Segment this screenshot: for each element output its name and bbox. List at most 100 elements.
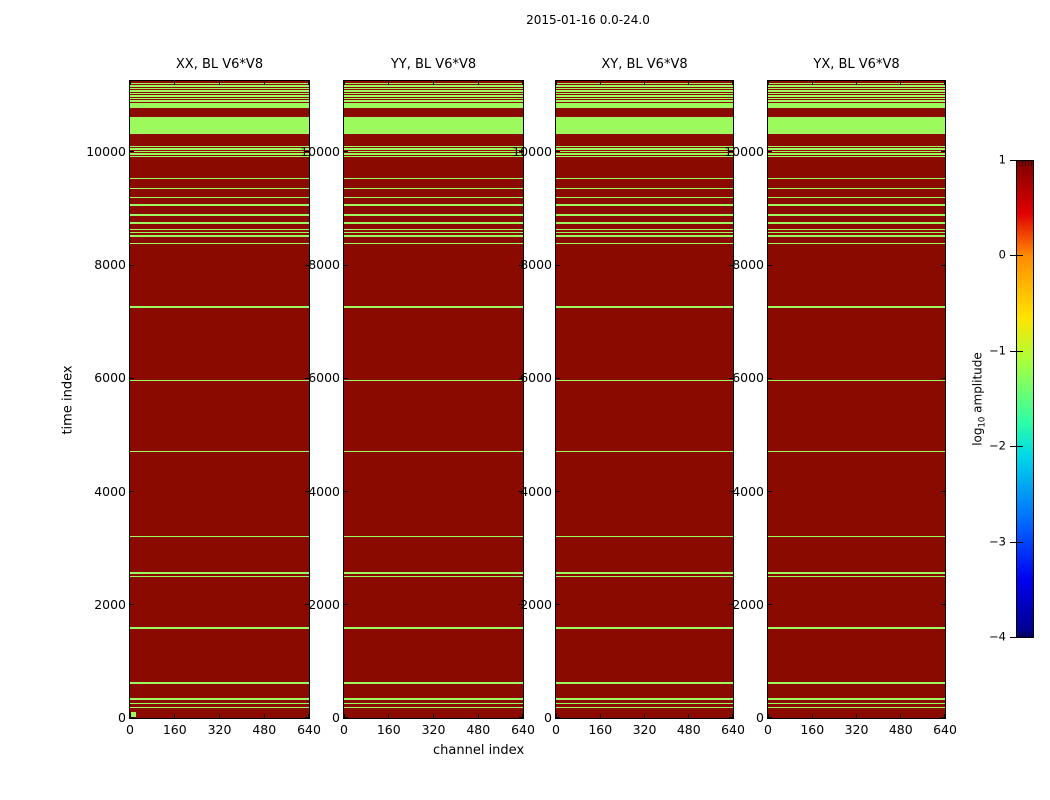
heatmap-stripe (130, 90, 309, 92)
heatmap-stripe (130, 204, 309, 206)
x-axis-tick (688, 81, 690, 85)
heatmap-stripe (556, 698, 733, 700)
y-axis-tick (729, 377, 733, 379)
heatmap-stripe (130, 155, 309, 158)
colorbar-tick-label: −4 (989, 629, 1006, 644)
x-tick-label: 320 (421, 722, 446, 737)
colorbar-tick-label: −3 (989, 533, 1006, 548)
colorbar-hatch (1028, 161, 1029, 166)
x-axis-tick (856, 714, 857, 718)
colorbar-tick (1010, 446, 1016, 448)
y-tick-label: 6000 (94, 370, 126, 386)
y-axis-tick (344, 151, 348, 153)
heatmap-stripe (556, 627, 733, 629)
x-tick-label: 480 (676, 722, 701, 737)
y-axis-tick (768, 377, 772, 379)
x-axis-tick (556, 714, 557, 718)
y-axis-tick (941, 491, 945, 492)
x-axis-label: channel index (433, 743, 525, 758)
heatmap-stripe (556, 103, 733, 109)
heatmap-stripe (768, 155, 945, 158)
y-axis-tick (729, 151, 733, 153)
heatmap-stripe (130, 145, 309, 148)
heatmap-stripe (768, 95, 945, 97)
colorbar-hatch (1022, 161, 1023, 166)
heatmap-stripe (768, 214, 945, 216)
heatmap-stripe (768, 575, 945, 578)
heatmap-stripe (556, 155, 733, 158)
heatmap-stripe (768, 627, 945, 629)
heatmap-stripe (768, 698, 945, 700)
heatmap-stripe (556, 187, 733, 190)
y-tick-label: 2000 (520, 596, 552, 612)
y-axis-tick (519, 264, 523, 266)
y-tick-label: 2000 (732, 596, 764, 612)
heatmap-stripe (344, 235, 523, 237)
heatmap-stripe (130, 95, 309, 97)
colorbar-tick (1017, 637, 1023, 638)
panel-title-xy: XY, BL V6*V8 (601, 57, 688, 72)
y-tick-label: 10000 (86, 143, 126, 159)
x-axis-tick (219, 81, 220, 85)
colorbar-hatch (1019, 632, 1020, 637)
heatmap-stripe (130, 85, 309, 87)
heatmap-stripe (130, 235, 309, 237)
heatmap-stripe (344, 150, 523, 153)
colorbar-tick-label: −1 (989, 343, 1006, 358)
x-tick-label: 480 (466, 722, 491, 737)
heatmap-stripe (344, 103, 523, 109)
y-axis-tick (556, 377, 560, 379)
y-axis-tick (130, 264, 134, 266)
y-axis-tick (941, 151, 945, 153)
y-tick-label: 6000 (732, 370, 764, 386)
heatmap-stripe (344, 575, 523, 578)
x-axis-tick (644, 81, 645, 85)
heatmap-stripe (768, 153, 945, 155)
x-axis-tick (900, 714, 902, 718)
heatmap-stripe (130, 306, 309, 309)
heatmap-stripe (556, 702, 733, 705)
y-tick-label: 0 (544, 709, 552, 725)
heatmap-panel-yx (767, 80, 946, 719)
colorbar-tick (1017, 350, 1023, 352)
x-axis-tick (263, 81, 265, 85)
x-tick-label: 0 (126, 722, 134, 737)
heatmap-stripe (344, 698, 523, 700)
x-axis-tick (768, 81, 769, 85)
heatmap-stripe (344, 177, 523, 180)
heatmap-stripe (344, 306, 523, 309)
colorbar-tick (1017, 541, 1023, 543)
colorbar-tick (1017, 446, 1023, 448)
x-tick-label: 320 (844, 722, 869, 737)
heatmap-stripe (556, 575, 733, 578)
y-axis-tick (768, 604, 772, 606)
x-axis-tick (522, 714, 523, 718)
heatmap-stripe (344, 196, 523, 199)
green-corner-marker (131, 712, 136, 717)
heatmap-stripe (344, 155, 523, 158)
panel-title-yy: YY, BL V6*V8 (390, 57, 477, 72)
heatmap-stripe (556, 379, 733, 382)
x-tick-label: 480 (888, 722, 913, 737)
heatmap-stripe (130, 535, 309, 538)
x-axis-tick (388, 714, 390, 718)
heatmap-stripe (344, 90, 523, 92)
heatmap-stripe (556, 572, 733, 574)
y-tick-label: 10000 (300, 143, 340, 159)
heatmap-stripe (344, 148, 523, 150)
y-axis-tick (344, 717, 348, 718)
heatmap-stripe (344, 85, 523, 87)
heatmap-stripe (768, 231, 945, 234)
heatmap-stripe (344, 145, 523, 148)
heatmap-stripe (344, 95, 523, 97)
heatmap-stripe (556, 682, 733, 684)
heatmap-stripe (130, 627, 309, 629)
colorbar-hatch (1028, 632, 1029, 637)
x-axis-tick (599, 714, 601, 718)
y-axis-tick (729, 717, 733, 718)
heatmap-stripe (130, 117, 309, 134)
x-axis-tick (308, 714, 309, 718)
x-axis-tick (900, 81, 902, 85)
heatmap-stripe (344, 231, 523, 234)
heatmap-stripe (344, 222, 523, 225)
